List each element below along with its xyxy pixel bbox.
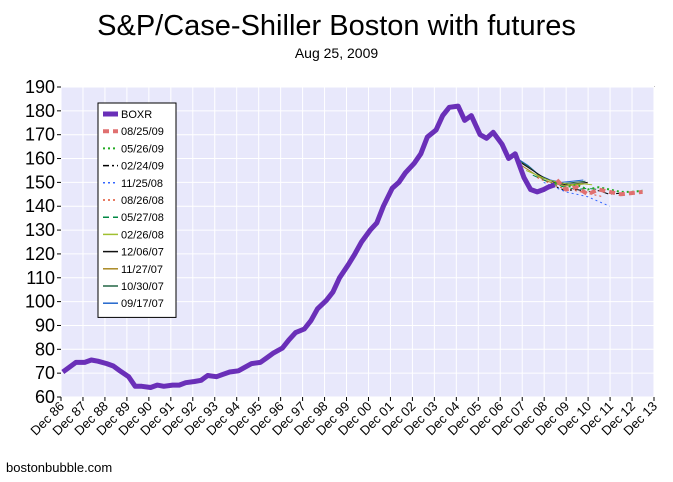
legend-label: 11/27/07 xyxy=(121,264,163,276)
legend-box xyxy=(97,102,177,318)
legend-label: 05/27/08 xyxy=(121,212,164,224)
series-layer xyxy=(61,103,643,390)
legend-label: 11/25/08 xyxy=(121,178,163,190)
y-tick-label: 110 xyxy=(26,268,55,288)
y-tick-label: 190 xyxy=(25,77,55,97)
y-tick-label: 170 xyxy=(25,125,55,145)
y-tick-label: 140 xyxy=(25,196,55,216)
series-line-05-26-09 xyxy=(554,181,643,193)
y-axis: 60 70 80 90 100 110 120 130 140 150 160 170 180 190 xyxy=(25,77,61,407)
grid-lines xyxy=(60,86,655,398)
source-credit: bostonbubble.com xyxy=(6,460,113,475)
legend-label: BOXR xyxy=(121,109,152,121)
legend-label: 08/26/08 xyxy=(121,195,164,207)
series-line-08-26-08 xyxy=(536,177,604,198)
legend-label: 08/25/09 xyxy=(121,126,164,138)
y-tick-label: 180 xyxy=(25,101,55,121)
series-line-boxr xyxy=(61,103,556,390)
y-tick-label: 90 xyxy=(35,315,55,335)
y-tick-label: 120 xyxy=(25,244,55,264)
series-line-11-25-08 xyxy=(543,181,610,207)
y-tick-label: 160 xyxy=(25,149,55,169)
legend-label: 12/06/07 xyxy=(121,247,164,259)
chart-title: S&P/Case-Shiller Boston with futures xyxy=(97,10,576,42)
y-tick-label: 150 xyxy=(25,172,55,192)
chart-subtitle: Aug 25, 2009 xyxy=(294,45,379,61)
y-tick-label: 100 xyxy=(25,292,55,312)
y-tick-label: 70 xyxy=(35,363,55,383)
legend-label: 02/24/09 xyxy=(121,161,164,173)
y-tick-label: 130 xyxy=(25,220,55,240)
legend-label: 09/17/07 xyxy=(121,298,164,310)
y-tick-label: 60 xyxy=(35,387,55,407)
y-tick-label: 80 xyxy=(35,339,55,359)
legend-label: 05/26/09 xyxy=(121,143,164,155)
legend-label: 10/30/07 xyxy=(121,281,164,293)
series-line-02-24-09 xyxy=(547,184,621,195)
legend-label: 02/26/08 xyxy=(121,229,164,241)
legend: BOXR 08/25/09 05/26/09 02/24/09 11/25/08 08/2… xyxy=(97,102,177,318)
